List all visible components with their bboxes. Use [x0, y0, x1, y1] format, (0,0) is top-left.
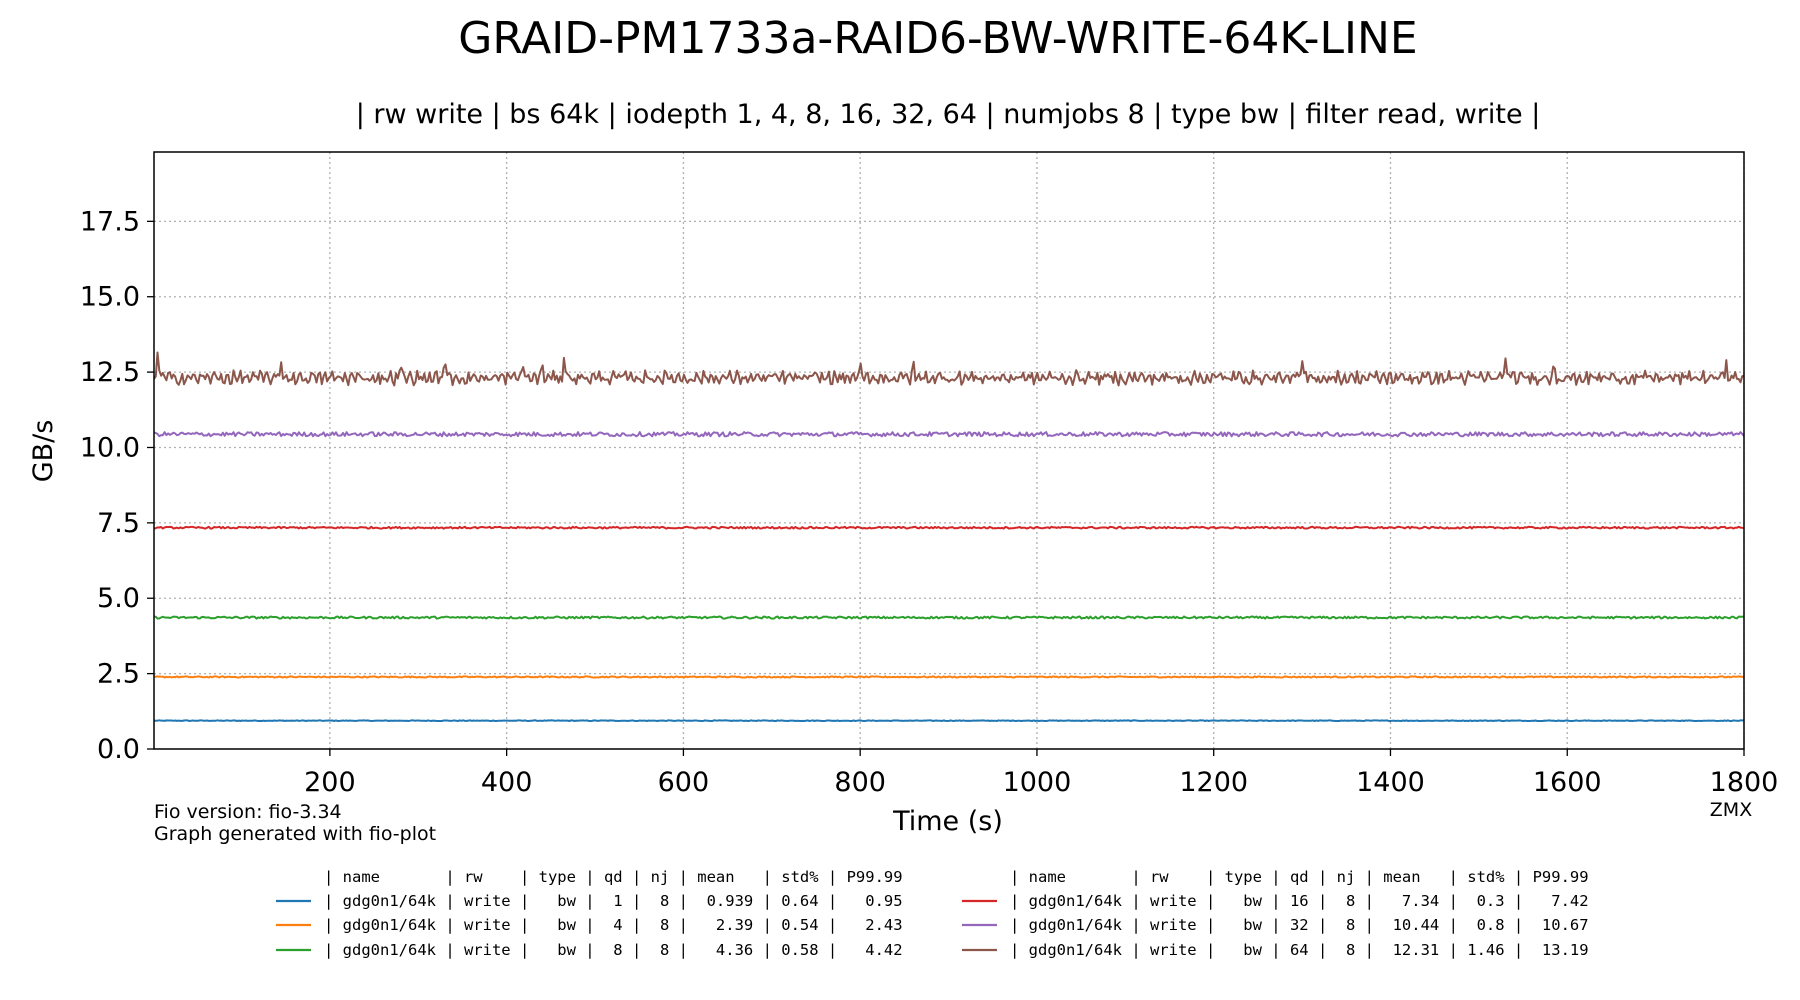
series-line-qd64	[153, 351, 1745, 387]
series-line-qd1	[153, 719, 1745, 722]
series-line-qd32	[153, 431, 1745, 438]
chart-subtitle: | rw write | bs 64k | iodepth 1, 4, 8, 1…	[356, 99, 1541, 130]
y-tick-label: 17.5	[80, 206, 140, 237]
y-axis: 0.0 2.5 5.0 7.5 10.0 12.5 15.0 17.5	[80, 206, 154, 765]
legend-row-qd4: | gdg0n1/64k | write | bw | 4 | 8 | 2.39…	[324, 916, 903, 934]
fio-version-note: Fio version: fio-3.34	[154, 801, 342, 823]
legend-header-right: | name | rw | type | qd | nj | mean | st…	[1010, 868, 1589, 886]
y-tick-label: 15.0	[80, 282, 140, 313]
y-tick-label: 0.0	[97, 734, 140, 765]
series-line-qd16	[153, 525, 1745, 530]
series-line-qd4	[153, 675, 1745, 679]
x-tick-label: 1400	[1356, 767, 1425, 798]
watermark: ZMX	[1710, 799, 1752, 821]
y-tick-label: 12.5	[80, 357, 140, 388]
x-axis: 200 400 600 800 1000 1200 1400 1600 1800	[304, 749, 1778, 798]
series-line-qd8	[153, 615, 1745, 620]
x-tick-label: 600	[658, 767, 710, 798]
x-tick-label: 800	[834, 767, 886, 798]
chart-title: GRAID-PM1733a-RAID6-BW-WRITE-64K-LINE	[458, 13, 1417, 64]
x-axis-label: Time (s)	[892, 806, 1003, 837]
y-tick-label: 7.5	[97, 508, 140, 539]
generated-with-note: Graph generated with fio-plot	[154, 823, 436, 845]
series-lines	[153, 351, 1745, 722]
x-tick-label: 1000	[1003, 767, 1072, 798]
y-axis-label: GB/s	[28, 420, 59, 483]
x-tick-label: 200	[304, 767, 356, 798]
legend-row-qd64: | gdg0n1/64k | write | bw | 64 | 8 | 12.…	[1010, 941, 1589, 959]
x-tick-label: 1800	[1710, 767, 1779, 798]
x-tick-label: 400	[481, 767, 533, 798]
legend-row-qd16: | gdg0n1/64k | write | bw | 16 | 8 | 7.3…	[1010, 892, 1589, 910]
x-tick-label: 1600	[1533, 767, 1602, 798]
legend-row-qd32: | gdg0n1/64k | write | bw | 32 | 8 | 10.…	[1010, 916, 1589, 934]
legend-row-qd8: | gdg0n1/64k | write | bw | 8 | 8 | 4.36…	[324, 941, 903, 959]
legend: | name | rw | type | qd | nj | mean | st…	[276, 868, 1589, 959]
y-tick-label: 5.0	[97, 583, 140, 614]
x-tick-label: 1200	[1179, 767, 1248, 798]
y-tick-label: 10.0	[80, 432, 140, 463]
grid-lines	[154, 152, 1745, 749]
y-tick-label: 2.5	[97, 659, 140, 690]
legend-row-qd1: | gdg0n1/64k | write | bw | 1 | 8 | 0.93…	[324, 892, 903, 910]
legend-header-left: | name | rw | type | qd | nj | mean | st…	[324, 868, 903, 886]
plot-frame	[153, 151, 1745, 750]
